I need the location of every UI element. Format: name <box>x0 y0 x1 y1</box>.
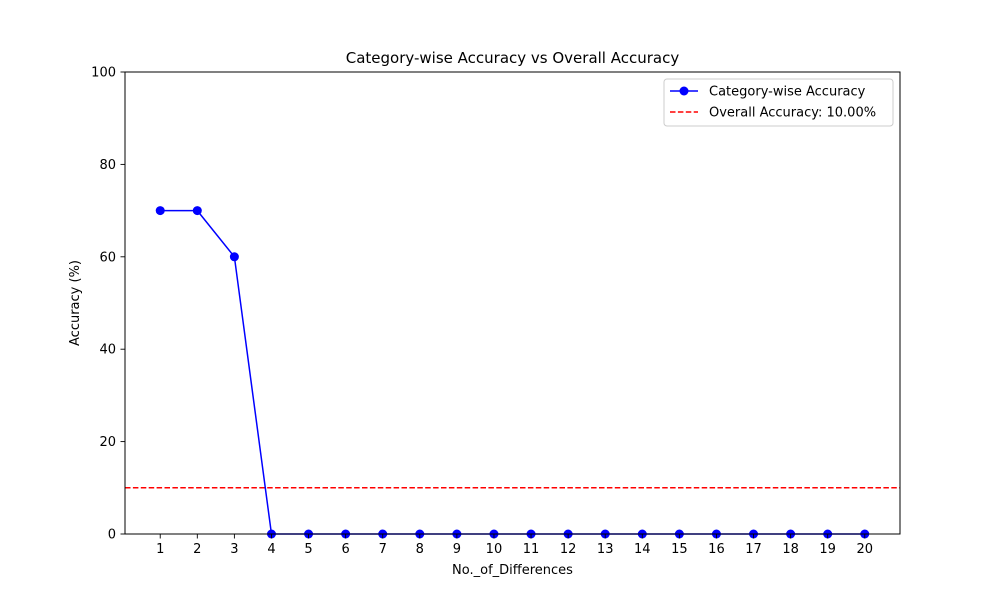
x-tick-label: 8 <box>416 542 424 557</box>
x-tick-label: 12 <box>560 542 577 557</box>
y-tick-label: 60 <box>99 250 116 265</box>
y-tick-label: 40 <box>99 343 116 358</box>
x-tick-label: 7 <box>379 542 387 557</box>
x-tick-label: 18 <box>782 542 799 557</box>
x-axis-label: No._of_Differences <box>452 563 573 578</box>
plot-area <box>125 72 900 534</box>
x-tick-label: 6 <box>341 542 349 557</box>
legend-label-overall-accuracy: Overall Accuracy: 10.00% <box>709 106 876 121</box>
y-axis-ticks: 0 20 40 60 80 100 <box>91 66 125 543</box>
x-tick-label: 14 <box>634 542 651 557</box>
legend-marker-category-wise-accuracy <box>679 86 689 96</box>
legend-label-category-wise-accuracy: Category-wise Accuracy <box>709 85 866 100</box>
y-tick-label: 20 <box>99 435 116 450</box>
chart-title: Category-wise Accuracy vs Overall Accura… <box>346 49 680 67</box>
data-point-1 <box>155 206 165 216</box>
x-tick-label: 10 <box>486 542 503 557</box>
x-tick-label: 16 <box>708 542 725 557</box>
y-tick-label: 0 <box>108 528 116 543</box>
x-tick-label: 17 <box>745 542 762 557</box>
y-axis-label: Accuracy (%) <box>68 260 83 346</box>
x-tick-label: 3 <box>230 542 238 557</box>
plot-frame <box>124 71 901 535</box>
x-axis-ticks: 1 2 3 4 5 6 7 8 9 10 11 12 13 14 15 16 17 18 19 20 <box>156 534 873 557</box>
x-tick-label: 13 <box>597 542 614 557</box>
x-tick-label: 19 <box>819 542 836 557</box>
legend-box <box>663 78 894 127</box>
x-tick-label: 20 <box>856 542 873 557</box>
x-tick-label: 9 <box>453 542 461 557</box>
x-tick-label: 1 <box>156 542 164 557</box>
y-tick-label: 100 <box>91 66 116 81</box>
data-point-3 <box>229 252 239 262</box>
x-tick-label: 11 <box>523 542 540 557</box>
x-tick-label: 4 <box>267 542 275 557</box>
x-tick-label: 5 <box>304 542 312 557</box>
legend: Category-wise Accuracy Overall Accuracy:… <box>663 78 894 127</box>
x-tick-label: 2 <box>193 542 201 557</box>
data-point-2 <box>192 206 202 216</box>
y-tick-label: 80 <box>99 158 116 173</box>
x-tick-label: 15 <box>671 542 688 557</box>
